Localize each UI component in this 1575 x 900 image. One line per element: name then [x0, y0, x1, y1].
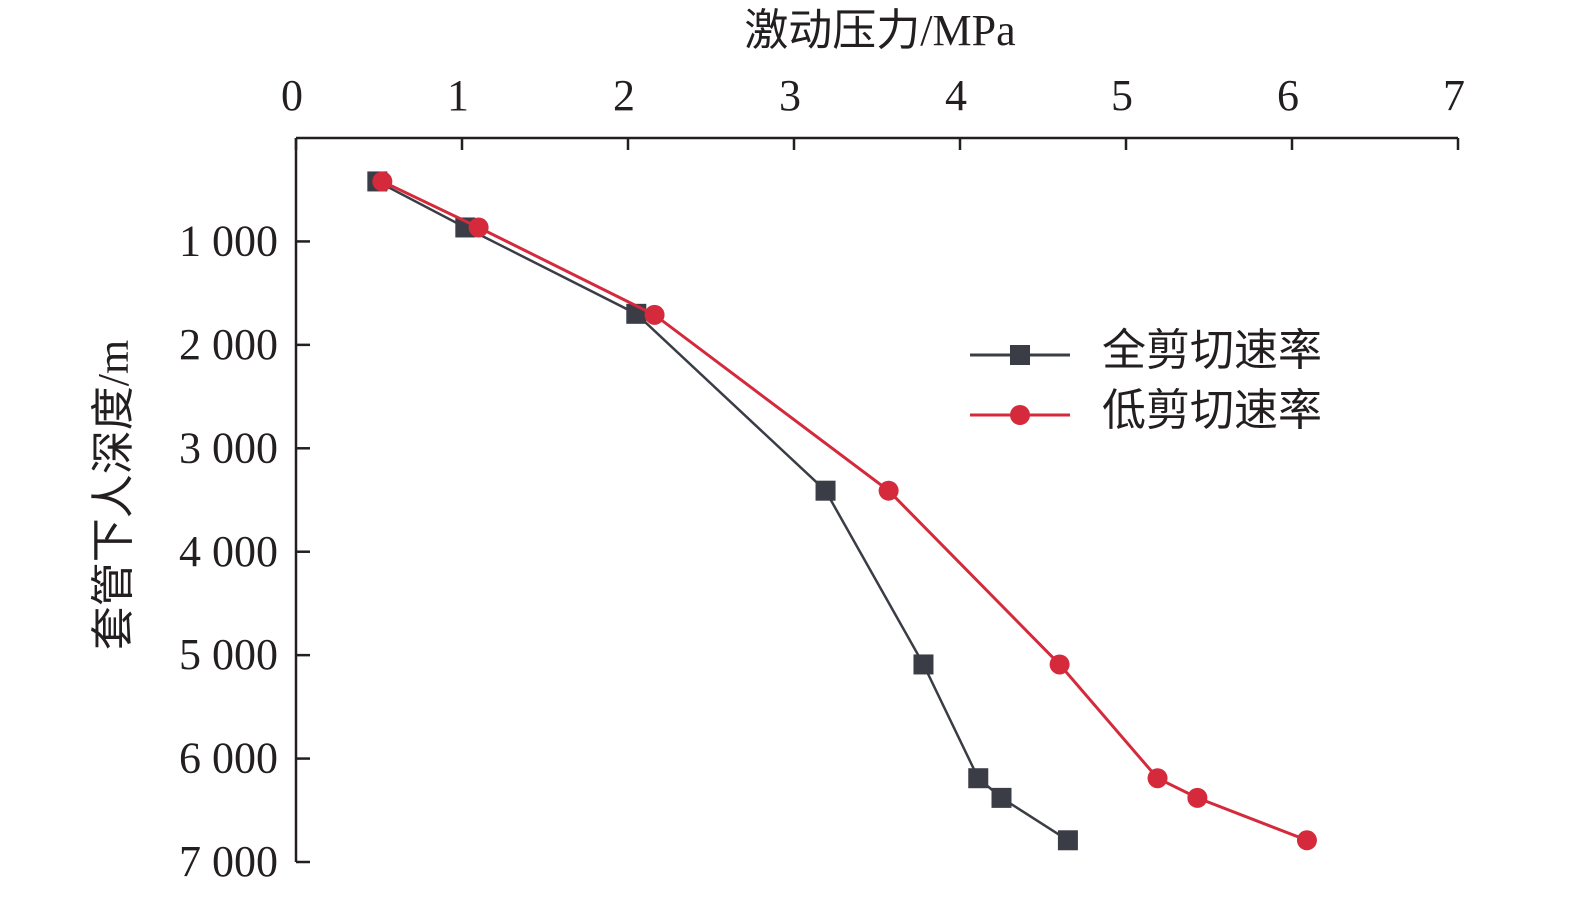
y-tick-label: 6 000: [179, 734, 278, 783]
series-line: [381, 180, 1308, 842]
data-point: [913, 654, 934, 675]
y-tick-label: 5 000: [179, 630, 278, 679]
y-axis-title: 套管下人深度/m: [89, 340, 138, 650]
x-tick-label: 4: [945, 71, 967, 120]
data-point: [1057, 830, 1078, 851]
y-tick-label: 1 000: [179, 217, 278, 266]
data-point: [468, 217, 489, 238]
legend-label: 全剪切速率: [1102, 326, 1322, 375]
x-tick-label: 6: [1277, 71, 1299, 120]
x-tick-label: 3: [779, 71, 801, 120]
x-tick-label: 0: [281, 71, 303, 120]
data-point: [644, 304, 665, 325]
data-point: [878, 480, 899, 501]
data-point: [1187, 787, 1208, 808]
y-tick-label: 4 000: [179, 527, 278, 576]
y-tick-label: 7 000: [179, 837, 278, 886]
x-tick-label: 2: [613, 71, 635, 120]
y-tick-label: 3 000: [179, 423, 278, 472]
legend-marker: [1010, 345, 1030, 365]
legend-marker: [1010, 405, 1030, 425]
data-point: [815, 480, 836, 501]
x-tick-label: 5: [1111, 71, 1133, 120]
x-tick-label: 7: [1443, 71, 1465, 120]
series-line: [376, 180, 1069, 842]
data-point: [1049, 654, 1070, 675]
x-axis-title: 激动压力/MPa: [744, 6, 1015, 55]
data-point: [372, 171, 393, 192]
data-point: [1147, 768, 1168, 789]
data-point: [1296, 830, 1317, 851]
data-point: [991, 787, 1012, 808]
y-tick-label: 2 000: [179, 320, 278, 369]
legend-label: 低剪切速率: [1102, 386, 1322, 435]
x-tick-label: 1: [447, 71, 469, 120]
data-point: [968, 768, 989, 789]
